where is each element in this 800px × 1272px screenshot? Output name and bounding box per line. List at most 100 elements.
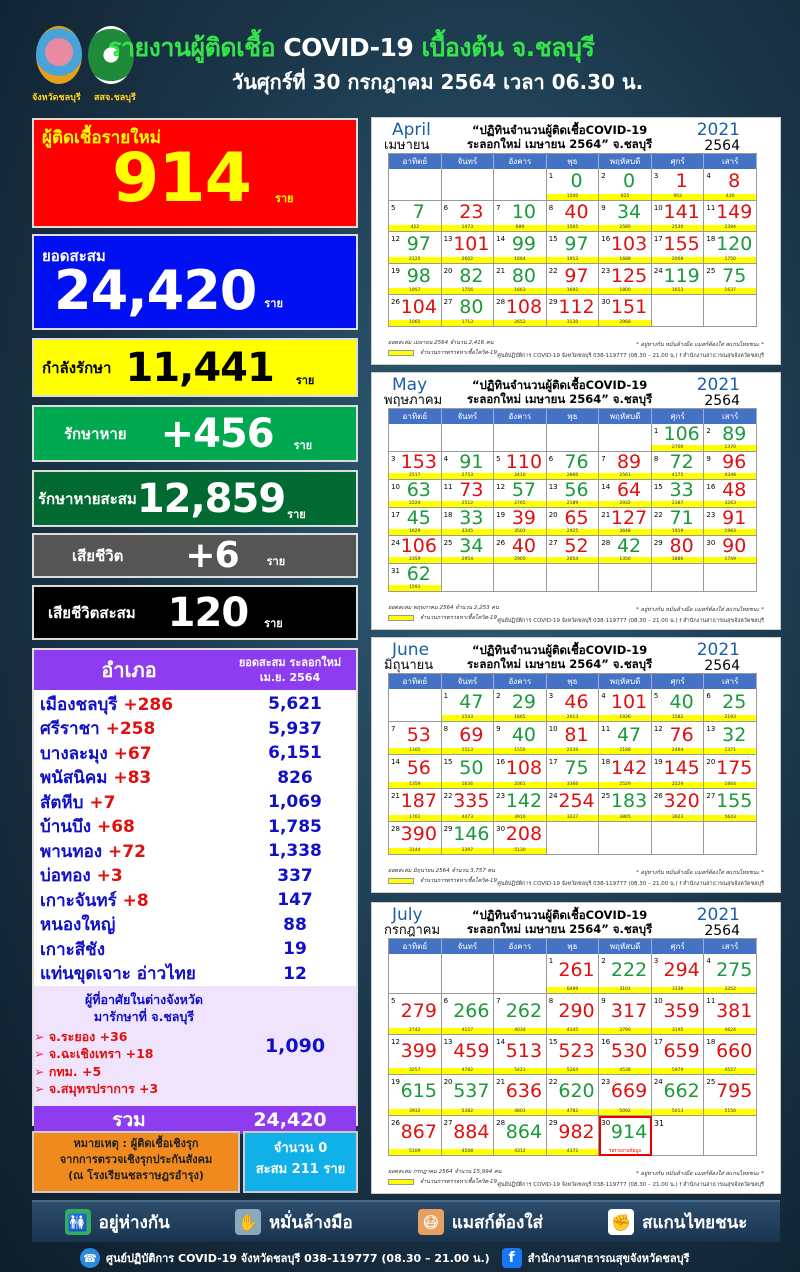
daily-cases: 141 — [663, 201, 700, 224]
district-row: แท่นขุดเจาะ อ่าวไทย 12 — [34, 962, 356, 987]
tests-count: 3257 — [389, 1068, 441, 1075]
district-row: ศรีราชา +258 5,937 — [34, 717, 356, 742]
tests-count: 2954 — [441, 557, 494, 563]
day-cell: 27 80 1713 — [441, 295, 495, 327]
year-ad: 2021 — [696, 375, 740, 395]
day-cell: 18 33 3345 — [441, 508, 495, 536]
tests-count: 5264 — [546, 1068, 599, 1075]
tests-count: 422 — [389, 225, 441, 232]
day-cell: 12 57 2765 — [494, 480, 547, 508]
daily-cases: 183 — [610, 790, 648, 813]
day-cell: 17 75 3366 — [546, 755, 600, 789]
empty-cell — [546, 821, 600, 855]
day-cell: 6 76 2860 — [546, 452, 600, 480]
tests-count: 3790 — [599, 1027, 651, 1034]
daily-cases: 34 — [459, 535, 484, 557]
day-number: 13 — [443, 1037, 453, 1046]
day-cell: 22 97 1692 — [546, 263, 600, 296]
empty-cell — [494, 564, 547, 592]
legend-swatch — [388, 1179, 414, 1185]
tests-count: 3136 — [651, 987, 704, 994]
calendar-title: “ปฏิทินจำนวนผู้ติดเชื้อCOVID-19 ระลอกใหม่… — [467, 378, 653, 407]
daily-cases: 459 — [453, 1039, 490, 1062]
day-number: 23 — [601, 1078, 611, 1087]
daily-cases: 320 — [663, 790, 700, 813]
tests-count: 1749 — [704, 557, 756, 563]
district-row: เกาะสีชัง 19 — [34, 937, 356, 962]
day-number: 27 — [443, 298, 453, 307]
facebook-page-name[interactable]: สำนักงานสาธารณสุขจังหวัดชลบุรี — [527, 1252, 690, 1265]
daily-cases: 108 — [505, 296, 543, 319]
day-cell: 3 153 2517 — [389, 452, 442, 480]
empty-cell — [599, 821, 652, 855]
day-number: 21 — [391, 791, 400, 800]
tests-count: 2394 — [704, 225, 756, 232]
daily-cases: 294 — [663, 959, 700, 982]
day-cell: 29 146 3397 — [441, 821, 495, 855]
weekday-header: พุธ — [546, 674, 600, 689]
legend-text: จำนวนการตรวจหาเชื้อโควิด-19 — [420, 350, 498, 356]
legend-swatch — [388, 615, 414, 621]
daily-cases: 82 — [459, 264, 484, 287]
arrow-icon: ➢ — [34, 1063, 45, 1079]
day-number: 21 — [496, 1078, 506, 1087]
day-cell: 16 103 1688 — [599, 232, 652, 264]
day-cell: 28 42 1356 — [599, 536, 652, 564]
day-number: 21 — [601, 511, 611, 519]
day-cell: 7 89 2561 — [599, 452, 652, 480]
day-cell: 3 1 963 — [651, 169, 705, 201]
calendar-footer: ยอดสะสม กรกฎาคม 2564 จำนวน 15,994 คน จำนว… — [388, 1168, 764, 1190]
day-number: 25 — [443, 539, 453, 547]
month-en: July — [392, 905, 423, 925]
day-cell: 4 275 3352 — [704, 954, 757, 995]
empty-cell — [389, 689, 442, 723]
district-row: บางละมุง +67 6,151 — [34, 741, 356, 766]
day-cell: 30 151 2968 — [599, 295, 652, 327]
day-cell: 6 25 2193 — [704, 689, 757, 723]
day-cell: 23 125 1800 — [599, 263, 652, 296]
day-cell: 19 145 2529 — [651, 755, 705, 789]
day-number: 9 — [601, 203, 606, 212]
day-number: 20 — [443, 266, 453, 275]
day-cell: 24 119 1653 — [651, 263, 705, 296]
tests-count: 1692 — [546, 288, 599, 295]
day-cell: 7 53 1305 — [389, 722, 442, 756]
tests-count: 2968 — [599, 319, 651, 326]
day-number: 19 — [391, 1078, 400, 1087]
banner-label: สแกนไทยชนะ — [642, 1212, 748, 1233]
day-cell: 11 47 2188 — [599, 722, 652, 756]
day-number: 17 — [653, 235, 663, 244]
day-number: 15 — [653, 483, 663, 491]
day-number: 27 — [443, 1118, 453, 1127]
day-cell: 8 69 1513 — [441, 722, 495, 756]
daily-cases: 208 — [505, 823, 543, 846]
tests-count: 2652 — [494, 319, 546, 326]
day-number: 3 — [391, 455, 396, 463]
day-number: 18 — [706, 1037, 716, 1046]
tests-count: 4312 — [494, 1148, 546, 1155]
day-cell: 20 65 2925 — [546, 508, 600, 536]
facebook-icon[interactable]: f — [501, 1248, 522, 1268]
daily-cases: 52 — [564, 535, 589, 557]
tests-count: 3366 — [546, 781, 599, 788]
district-row: บ้านบึง +68 1,785 — [34, 815, 356, 840]
tests-count: 4345 — [546, 1027, 599, 1034]
day-cell: 19 615 3932 — [389, 1075, 442, 1116]
year-be: 2564 — [704, 138, 740, 154]
daily-cases: 142 — [610, 756, 648, 779]
day-number: 13 — [706, 725, 716, 734]
district-name: ศรีราชา — [40, 719, 100, 740]
tests-count: 1663 — [494, 288, 546, 295]
daily-cases: 98 — [406, 264, 431, 287]
district-new-cases: +83 — [113, 768, 152, 789]
daily-cases: 56 — [406, 756, 431, 779]
day-cell: 9 40 1550 — [494, 722, 547, 756]
day-cell: 6 23 1473 — [441, 200, 495, 233]
day-number: 27 — [706, 791, 716, 800]
day-cell: 24 106 2359 — [389, 536, 442, 564]
month-summary: ยอดสะสม มิถุนายน 2564 จำนวน 3,757 คน — [388, 868, 496, 874]
recovered-value: +456 — [160, 410, 275, 457]
daily-cases: 47 — [616, 723, 642, 746]
daily-cases: 99 — [511, 232, 537, 255]
district-total: 337 — [277, 865, 313, 886]
